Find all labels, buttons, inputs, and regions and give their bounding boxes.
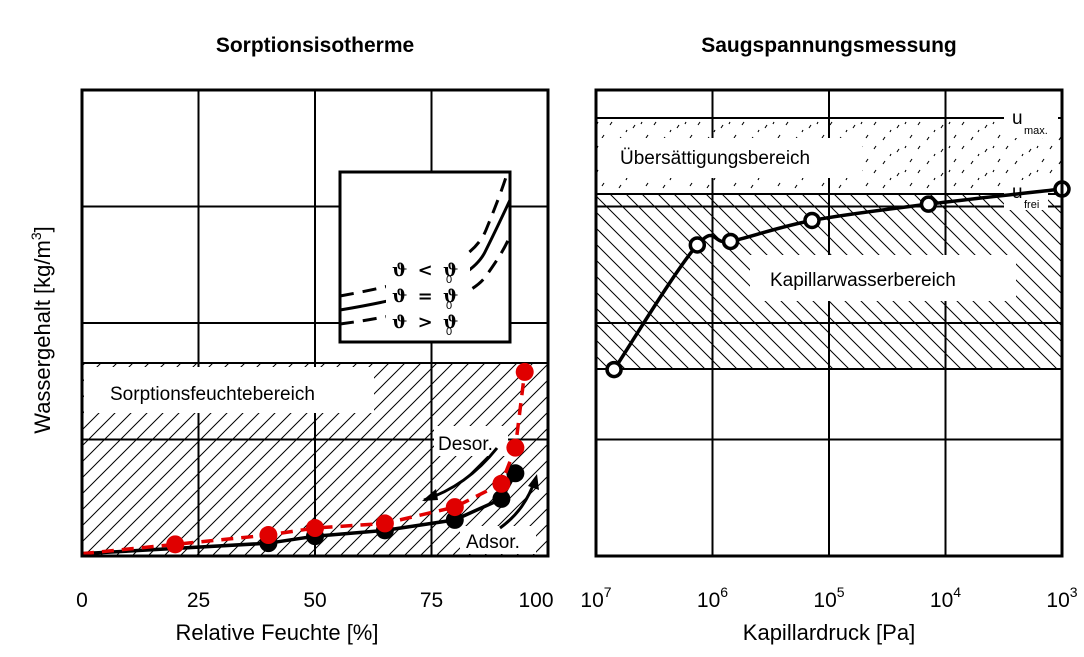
suction-point [803, 211, 821, 230]
desorption-point [515, 362, 534, 381]
capillary-label: Kapillarwasserbereich [770, 270, 956, 291]
sorption-x-axis-label: Relative Feuchte [%] [176, 620, 379, 645]
sorption-series [82, 362, 534, 556]
u-max-label-box [1004, 104, 1058, 138]
inset-legend: ϑ < ϑ 0 ϑ = ϑ 0 ϑ > ϑ 0 [338, 170, 512, 344]
u-frei-subscript: frei [1024, 199, 1039, 211]
tick-exponent: 5 [837, 584, 845, 600]
suction-series [605, 180, 1071, 379]
desorption-point [492, 474, 511, 493]
tick-base: 10 [813, 589, 836, 612]
suction-plot-frame [594, 88, 1064, 558]
desorption-point [506, 438, 525, 457]
x-tick-label: 25 [187, 589, 210, 612]
sorption-region-label-box [84, 367, 374, 413]
capillary-label-box [750, 255, 1016, 301]
suction-curve [612, 187, 1063, 371]
supersaturation-label: Übersättigungsbereich [620, 148, 810, 169]
adsorption-label: Adsor. [466, 532, 520, 553]
tick-base: 10 [1046, 589, 1069, 612]
desorption-point [445, 498, 464, 517]
suction-point [919, 195, 938, 213]
svg-text:0: 0 [446, 274, 452, 286]
inset-curve-dashed-upper [339, 173, 509, 298]
tick-exponent: 3 [1070, 584, 1078, 600]
inset-curve-dashed-lower [339, 235, 512, 326]
desorption-point [259, 526, 278, 545]
svg-text:ϑ = ϑ: ϑ = ϑ [392, 286, 458, 307]
suction-x-ticks: 107 106 105 104 103 [580, 584, 1077, 612]
tick-exponent: 7 [604, 584, 612, 600]
x-tick-label: 100 [518, 589, 553, 612]
tick-base: 10 [930, 589, 953, 612]
x-tick-label: 107 [580, 584, 611, 612]
adsorption-point [492, 489, 511, 508]
x-tick-label: 103 [1046, 584, 1077, 612]
tick-base: 10 [697, 589, 720, 612]
x-tick-label: 104 [930, 584, 961, 612]
svg-text:0: 0 [446, 326, 452, 338]
sorption-x-ticks: 0 25 50 75 100 [76, 589, 553, 612]
inset-legend-text-bg [386, 256, 470, 336]
x-tick-label: 50 [303, 589, 326, 612]
adsorption-point [506, 464, 525, 483]
suction-panel: Saugspannungsmessung Übersättigungsberei… [580, 34, 1077, 645]
adsorption-point [445, 510, 464, 529]
desorption-arrowhead [422, 489, 438, 501]
adsorption-label-box [460, 526, 536, 554]
suction-point [688, 236, 707, 254]
suction-point [721, 232, 740, 251]
y-axis-label: Wassergehalt [kg/m3] [28, 226, 55, 434]
tick-base: 10 [580, 589, 603, 612]
x-tick-label: 75 [420, 589, 443, 612]
svg-text:ϑ < ϑ: ϑ < ϑ [392, 260, 458, 281]
suction-point [605, 360, 623, 379]
desorption-label: Desor. [438, 434, 493, 455]
desorption-point [375, 514, 394, 533]
tick-exponent: 6 [720, 584, 728, 600]
sorption-region-label: Sorptionsfeuchtebereich [110, 384, 315, 405]
inset-curve-solid [339, 199, 512, 312]
x-tick-label: 105 [813, 584, 844, 612]
svg-text:0: 0 [446, 300, 452, 312]
suction-title: Saugspannungsmessung [701, 34, 957, 57]
desorption-point [306, 519, 324, 538]
u-max-subscript: max. [1024, 125, 1048, 137]
svg-text:ϑ > ϑ: ϑ > ϑ [392, 312, 458, 333]
x-tick-label: 106 [697, 584, 728, 612]
suction-x-axis-label: Kapillardruck [Pa] [743, 620, 915, 645]
sorption-plot-frame [80, 88, 550, 558]
adsorption-arrowhead [528, 474, 539, 490]
u-max-label: u [1012, 108, 1023, 129]
desorption-point [166, 535, 185, 554]
inset-legend-row-1: ϑ < ϑ 0 [392, 260, 458, 286]
suction-grid [596, 90, 1062, 556]
sorption-panel: Sorptionsisotherme Sorptionsfeuchteberei… [28, 34, 554, 645]
inset-legend-row-2: ϑ = ϑ 0 [392, 286, 458, 312]
supersaturation-label-box [600, 138, 862, 178]
x-tick-label: 0 [76, 589, 88, 612]
tick-exponent: 4 [953, 584, 961, 600]
sorption-title: Sorptionsisotherme [216, 34, 414, 57]
inset-legend-row-3: ϑ > ϑ 0 [392, 312, 458, 338]
